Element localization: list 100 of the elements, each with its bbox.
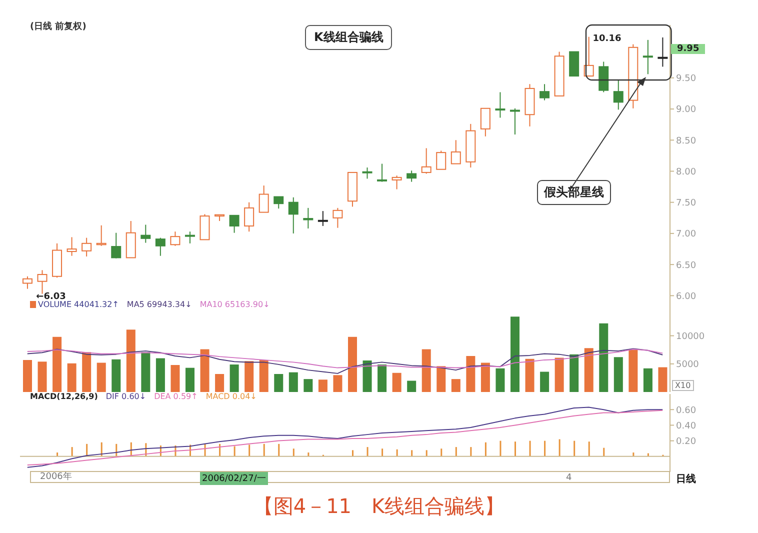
bar	[141, 352, 150, 392]
bar	[304, 379, 313, 392]
y-tick-label: 0.20	[676, 436, 696, 447]
chart-title: MACD(12,26,9)	[30, 392, 98, 401]
candlestick	[318, 210, 328, 226]
text: MA10 65163.90↓	[200, 300, 270, 309]
candlestick	[332, 207, 343, 228]
bar	[82, 352, 92, 392]
candlestick	[613, 80, 624, 110]
candlestick	[274, 196, 284, 210]
y-tick-label: 9.00	[676, 105, 696, 116]
bar	[23, 360, 32, 392]
annotation: ←6.03	[36, 292, 66, 302]
candlestick	[598, 61, 609, 93]
candlestick	[392, 175, 402, 190]
bar	[392, 372, 402, 392]
bar	[496, 368, 505, 392]
bar	[288, 372, 298, 392]
candlestick	[303, 207, 314, 229]
text: 2006/02/27/一	[200, 472, 268, 485]
y-tick-label: 0.60	[676, 406, 696, 416]
bar	[67, 363, 76, 392]
bar	[318, 380, 328, 392]
text: 4	[566, 473, 572, 483]
bar	[38, 362, 47, 392]
bar	[274, 374, 284, 392]
text: DEA 0.59↑	[154, 392, 198, 401]
candlestick	[288, 196, 298, 234]
bar	[215, 374, 224, 392]
candlestick	[377, 163, 388, 182]
candlestick	[22, 276, 32, 290]
text: 【图4－11 K线组合骗线】	[252, 493, 506, 520]
candlestick	[66, 236, 77, 256]
bar	[480, 362, 490, 392]
candlestick	[436, 150, 446, 170]
bar	[540, 372, 550, 392]
bar	[554, 358, 564, 392]
bar	[510, 316, 520, 392]
text: 9.95	[671, 44, 706, 54]
candlestick	[406, 170, 417, 182]
bar	[378, 364, 387, 392]
candlestick	[200, 214, 210, 240]
bar	[466, 356, 476, 392]
y-tick-label: 7.00	[676, 230, 696, 240]
bar	[658, 367, 668, 392]
annotation: 10.16	[592, 34, 622, 44]
text: 日线	[676, 472, 696, 486]
text: X10	[672, 380, 694, 391]
candlestick	[96, 224, 106, 246]
bar	[599, 323, 608, 392]
candlestick	[140, 224, 151, 244]
bar	[348, 336, 357, 392]
bar	[422, 349, 431, 392]
candlestick	[421, 148, 432, 174]
text: MACD 0.04↓	[206, 392, 257, 401]
text: MA5 69943.34↓	[126, 300, 192, 309]
bar	[407, 380, 416, 392]
y-tick-label: 8.50	[676, 136, 696, 146]
y-tick-label: 0.40	[676, 421, 696, 432]
bar	[52, 336, 62, 392]
bar	[362, 360, 372, 392]
candlestick	[244, 202, 254, 232]
candlestick	[450, 140, 461, 164]
bar	[333, 375, 342, 392]
candlestick	[170, 231, 180, 246]
candlestick	[184, 231, 195, 244]
candlestick	[82, 237, 92, 257]
y-tick-label: 8.00	[676, 167, 696, 178]
bar	[525, 358, 534, 392]
text: DIF 0.60↓	[106, 392, 146, 401]
candlestick	[480, 108, 490, 137]
chart-title: K线组合骗线	[305, 25, 392, 50]
candlestick	[362, 166, 372, 180]
y-tick-label: 5000	[676, 360, 700, 370]
line-series	[26, 348, 664, 368]
bar	[96, 362, 106, 392]
legend-label: VOLUME 44041.32↑	[37, 300, 119, 309]
bar	[628, 350, 638, 392]
bar	[614, 357, 623, 392]
candlestick	[510, 108, 520, 136]
bar	[643, 368, 652, 392]
annotation: 假头部星线	[537, 180, 611, 205]
candlestick	[540, 84, 550, 101]
y-tick-label: 6.00	[676, 292, 696, 302]
line-series	[26, 348, 664, 374]
candlestick	[155, 237, 166, 256]
y-tick-label: 9.50	[676, 74, 696, 84]
y-tick-label: 7.50	[676, 198, 696, 209]
bar	[156, 358, 165, 392]
bar	[436, 366, 446, 392]
bar	[186, 368, 194, 392]
candlestick	[111, 232, 122, 259]
bar	[259, 360, 268, 392]
bar	[112, 359, 121, 392]
bar	[570, 354, 579, 392]
bar	[126, 330, 136, 392]
y-tick-label: 6.50	[676, 260, 696, 271]
bar	[244, 361, 254, 392]
bar	[200, 349, 210, 392]
bar	[584, 348, 594, 392]
